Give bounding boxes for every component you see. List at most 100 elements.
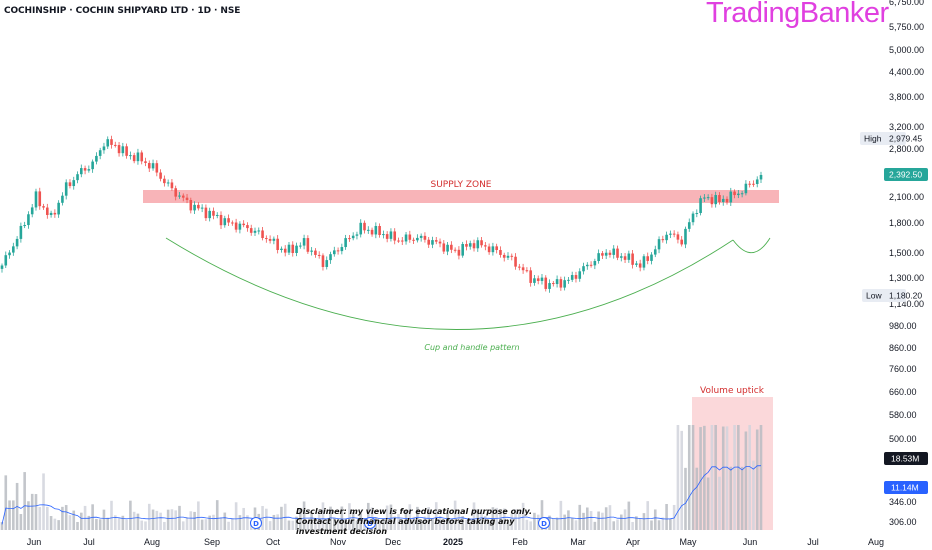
x-tick-label: Aug (868, 537, 884, 547)
candle-body (329, 254, 332, 261)
volume-bar (117, 518, 121, 530)
candle-body (355, 234, 359, 236)
candle-body (129, 155, 132, 157)
price-axis[interactable]: 6,750.00 5,750.00 5,000.00 4,400.00 3,800.00… (889, 0, 924, 527)
x-tick-label: Jul (807, 537, 819, 547)
y-tick-label: 760.00 (889, 364, 917, 374)
candle-body (484, 245, 487, 247)
y-tick-label: 2,800.00 (889, 144, 924, 154)
candle-body (287, 244, 291, 253)
candle-body (332, 250, 336, 255)
time-axis[interactable]: Jun Jul Aug Sep Oct Nov Dec 2025 Feb Mar Apr May Jun… (27, 537, 884, 547)
candle-body (351, 235, 355, 239)
candle-body (540, 277, 544, 281)
candle-body (533, 278, 536, 283)
volume-bar (748, 425, 751, 530)
candle-body (389, 231, 393, 239)
candle-body (253, 230, 257, 233)
candle-body (653, 249, 657, 255)
candle-body (166, 182, 170, 184)
volume-bar (514, 509, 517, 530)
candle-body (212, 210, 215, 216)
volume-bar (627, 501, 631, 530)
candle-body (737, 193, 740, 196)
candle-body (151, 163, 155, 169)
candle-body (4, 255, 8, 266)
candle-body (344, 238, 347, 248)
x-tick-label: Jun (743, 537, 758, 547)
dividend-marker[interactable]: D (364, 517, 376, 529)
candle-body (242, 223, 245, 226)
candle-body (159, 172, 162, 179)
candle-body (8, 252, 11, 256)
volume-bar (382, 518, 385, 530)
candle-body (348, 238, 351, 240)
volume-bar (336, 519, 340, 530)
volume-bar (552, 518, 555, 530)
volume-bar (163, 521, 166, 530)
candle-body (72, 180, 76, 187)
candle-body (185, 197, 189, 200)
volume-bar (95, 518, 98, 530)
volume-bar (166, 509, 170, 530)
candle-body (752, 183, 755, 185)
volume-bar (423, 516, 427, 530)
candle-body (472, 243, 476, 249)
candle-body (506, 255, 510, 258)
dividend-marker[interactable]: D (250, 517, 262, 529)
volume-bar (721, 426, 725, 530)
volume-bar (740, 466, 744, 530)
candle-body (638, 263, 642, 268)
candle-body (306, 238, 310, 252)
dividend-marker[interactable]: D (538, 517, 550, 529)
candle-body (397, 240, 400, 242)
volume-bar (125, 519, 128, 530)
candle-body (46, 207, 49, 215)
volume-bar (140, 520, 144, 530)
candle-body (567, 279, 570, 281)
candle-body (555, 279, 559, 285)
candle-body (431, 240, 434, 245)
volume-bar (34, 494, 38, 530)
volume-bar (136, 513, 140, 530)
y-tick-label: 6,750.00 (889, 0, 924, 7)
candle-body (759, 174, 763, 180)
candle-body (249, 228, 253, 233)
volume-bar (204, 519, 208, 530)
candle-body (665, 234, 668, 241)
candle-body (136, 152, 140, 162)
candle-body (317, 254, 321, 256)
candle-body (446, 244, 449, 252)
candle-body (87, 169, 91, 171)
volume-bar (461, 516, 464, 530)
candle-body (208, 210, 211, 219)
volume-bar (27, 501, 30, 530)
volume-bar (200, 519, 204, 530)
candle-body (601, 253, 604, 256)
volume-bar (755, 429, 759, 530)
candle-body (15, 238, 19, 247)
volume-bar (287, 520, 291, 530)
candle-body (491, 246, 495, 253)
candle-body (450, 244, 453, 250)
y-tick-label: 346.00 (889, 497, 917, 507)
volume-bar (19, 514, 23, 530)
candle-body (672, 233, 676, 235)
volume-bar (155, 510, 159, 530)
candle-body (38, 191, 42, 207)
candle-body (529, 270, 532, 283)
x-tick-label: Aug (144, 537, 160, 547)
candle-body (378, 226, 381, 236)
candle-body (215, 214, 219, 216)
volume-bar (314, 520, 317, 530)
candle-body (438, 241, 442, 244)
volume-bar (706, 477, 710, 530)
volume-bar (64, 505, 68, 530)
volume-bar (178, 505, 181, 530)
volume-bar (113, 515, 117, 530)
candle-body (593, 261, 597, 266)
candle-body (374, 226, 378, 235)
volume-bar (170, 509, 174, 530)
volume-bar (61, 506, 64, 530)
